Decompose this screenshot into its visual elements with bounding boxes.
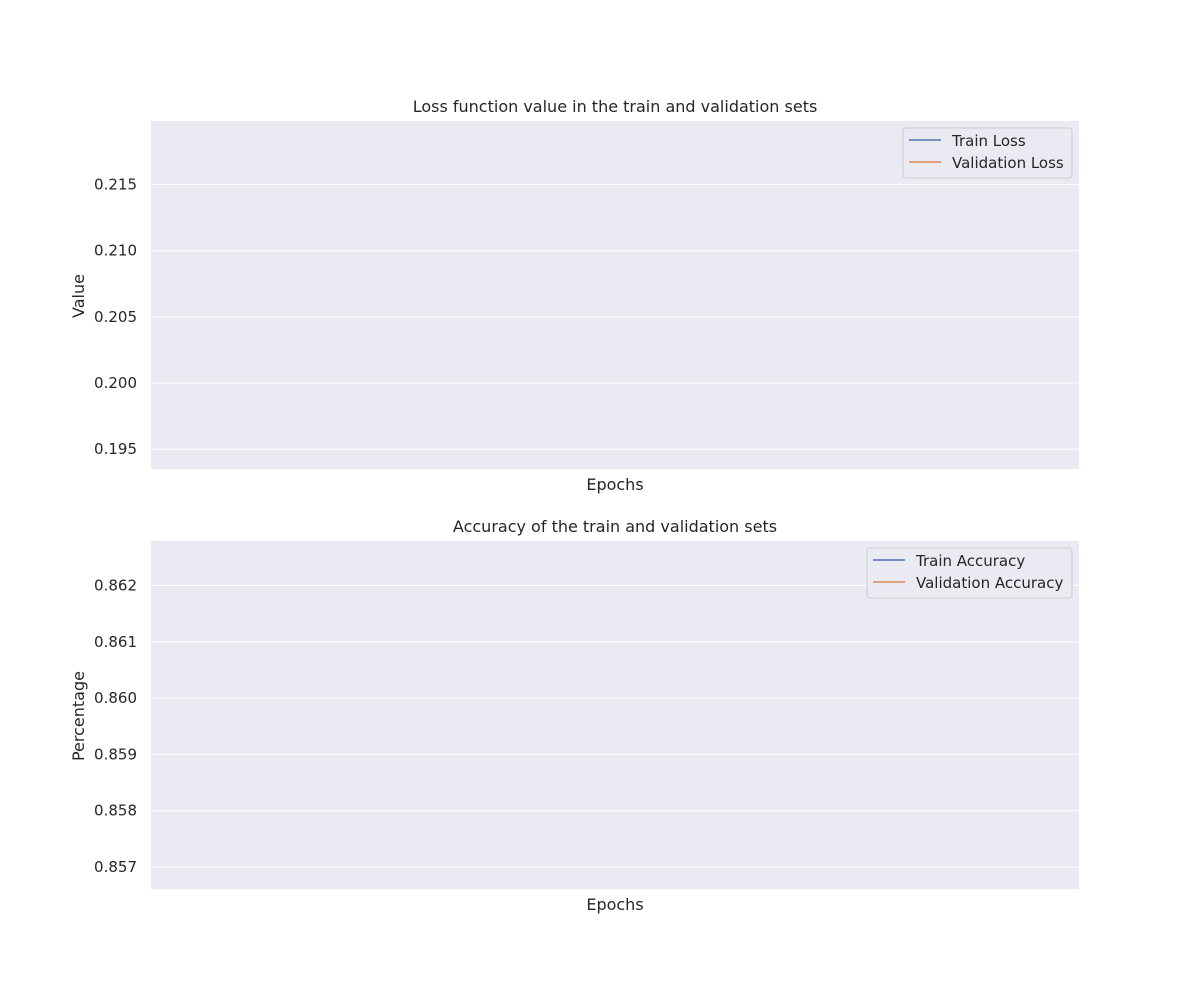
- accuracy-chart-title: Accuracy of the train and validation set…: [453, 517, 777, 536]
- accuracy-y-tick-label: 0.857: [94, 858, 137, 876]
- loss-y-tick-label: 0.215: [94, 176, 137, 194]
- loss-y-tick-label: 0.195: [94, 440, 137, 458]
- loss-chart: Loss function value in the train and val…: [69, 97, 1079, 494]
- accuracy-y-tick-label: 0.860: [94, 689, 137, 707]
- loss-chart-title: Loss function value in the train and val…: [413, 97, 818, 116]
- loss-y-tick-label: 0.205: [94, 308, 137, 326]
- loss-y-tick-label: 0.210: [94, 242, 137, 260]
- accuracy-legend-box: [866, 547, 1073, 599]
- accuracy-plot-area: [151, 541, 1079, 889]
- loss-legend-label-train: Train Loss: [951, 132, 1026, 150]
- accuracy-y-tick-label: 0.861: [94, 633, 137, 651]
- accuracy-x-axis-label: Epochs: [586, 895, 643, 914]
- accuracy-legend: Train Accuracy Validation Accuracy: [866, 547, 1073, 599]
- loss-legend: Train Loss Validation Loss: [902, 127, 1073, 179]
- accuracy-legend-label-train: Train Accuracy: [915, 552, 1025, 570]
- loss-plot-area: [151, 121, 1079, 469]
- accuracy-chart: Accuracy of the train and validation set…: [69, 517, 1079, 914]
- accuracy-y-tick-label: 0.858: [94, 802, 137, 820]
- loss-legend-box: [902, 127, 1073, 179]
- accuracy-legend-label-validation: Validation Accuracy: [916, 574, 1063, 592]
- accuracy-y-tick-labels: 0.857 0.858 0.859 0.860 0.861 0.862: [94, 576, 137, 876]
- loss-y-tick-labels: 0.195 0.200 0.205 0.210 0.215: [94, 176, 137, 459]
- loss-y-tick-label: 0.200: [94, 374, 137, 392]
- accuracy-y-tick-label: 0.859: [94, 745, 137, 763]
- loss-gridlines: [151, 183, 1079, 450]
- loss-legend-label-validation: Validation Loss: [952, 154, 1064, 172]
- loss-x-axis-label: Epochs: [586, 475, 643, 494]
- accuracy-y-tick-label: 0.862: [94, 576, 137, 594]
- loss-y-axis-label: Value: [69, 274, 88, 318]
- accuracy-y-axis-label: Percentage: [69, 671, 88, 761]
